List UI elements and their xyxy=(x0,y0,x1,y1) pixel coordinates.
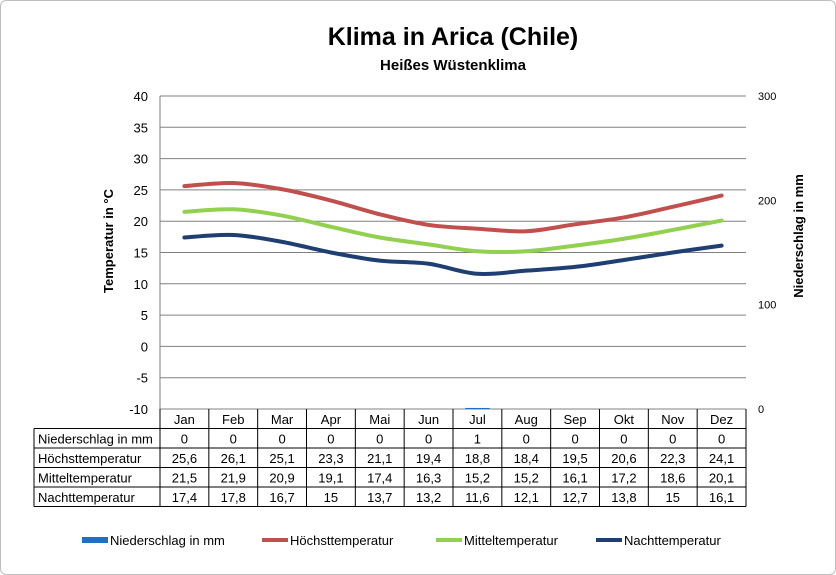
table-cell: 0 xyxy=(620,432,627,447)
table-cell: 15 xyxy=(324,490,338,505)
y-right-tick-label: 0 xyxy=(758,404,764,416)
table-cell: 19,1 xyxy=(318,471,343,486)
y-left-tick-label: 15 xyxy=(134,246,148,261)
table-cell: 17,4 xyxy=(172,490,197,505)
x-tick-label: Okt xyxy=(614,412,635,427)
legend-label: Höchsttemperatur xyxy=(290,533,394,548)
table-row-label: Nachttemperatur xyxy=(38,490,135,505)
table-cell: 23,3 xyxy=(318,451,343,466)
x-tick-label: Aug xyxy=(515,412,538,427)
table-cell: 25,6 xyxy=(172,451,197,466)
table-cell: 13,8 xyxy=(611,490,636,505)
table-cell: 13,2 xyxy=(416,490,441,505)
y-left-tick-label: -5 xyxy=(136,371,148,386)
y-left-tick-label: 0 xyxy=(141,339,148,354)
y-right-tick-label: 300 xyxy=(758,91,776,103)
table-cell: 0 xyxy=(376,432,383,447)
table-cell: 21,5 xyxy=(172,471,197,486)
table-cell: 0 xyxy=(230,432,237,447)
y-axis-left-title: Temperatur in °C xyxy=(101,188,116,293)
table-cell: 0 xyxy=(278,432,285,447)
legend-label: Nachttemperatur xyxy=(624,533,721,548)
legend-label: Niederschlag in mm xyxy=(110,533,225,548)
chart-title: Klima in Arica (Chile) xyxy=(328,23,579,51)
y-left-tick-label: 20 xyxy=(134,214,148,229)
chart-subtitle: Heißes Wüstenklima xyxy=(380,57,527,74)
table-cell: 15,2 xyxy=(514,471,539,486)
x-tick-label: Apr xyxy=(321,412,342,427)
table-cell: 13,7 xyxy=(367,490,392,505)
table-row-label: Höchsttemperatur xyxy=(38,451,142,466)
y-right-tick-label: 200 xyxy=(758,195,776,207)
y-left-tick-label: -10 xyxy=(129,402,148,417)
table-cell: 19,5 xyxy=(562,451,587,466)
table-cell: 16,7 xyxy=(269,490,294,505)
table-cell: 25,1 xyxy=(269,451,294,466)
table-row-label: Mitteltemperatur xyxy=(38,471,133,486)
table-cell: 0 xyxy=(718,432,725,447)
y-left-tick-label: 30 xyxy=(134,152,148,167)
table-cell: 17,2 xyxy=(611,471,636,486)
x-tick-label: Nov xyxy=(661,412,685,427)
precip-bar xyxy=(465,407,490,409)
table-cell: 20,6 xyxy=(611,451,636,466)
table-row-label: Niederschlag in mm xyxy=(38,432,153,447)
y-left-tick-label: 25 xyxy=(134,183,148,198)
x-tick-label: Mar xyxy=(271,412,294,427)
x-tick-label: Sep xyxy=(564,412,587,427)
table-cell: 0 xyxy=(181,432,188,447)
table-cell: 16,1 xyxy=(562,471,587,486)
table-cell: 18,6 xyxy=(660,471,685,486)
table-cell: 15 xyxy=(666,490,680,505)
table-cell: 21,1 xyxy=(367,451,392,466)
table-cell: 24,1 xyxy=(709,451,734,466)
table-cell: 16,3 xyxy=(416,471,441,486)
series-line-mitteltemperatur xyxy=(182,207,724,255)
series-line-nachttemperatur xyxy=(182,232,724,277)
y-axis-right-title: Niederschlag in mm xyxy=(791,174,806,298)
legend-label: Mitteltemperatur xyxy=(464,533,559,548)
table-cell: 21,9 xyxy=(221,471,246,486)
table-cell: 26,1 xyxy=(221,451,246,466)
series-line-h-chsttemperatur xyxy=(182,180,724,234)
table-cell: 20,9 xyxy=(269,471,294,486)
table-cell: 1 xyxy=(474,432,481,447)
table-cell: 0 xyxy=(523,432,530,447)
y-left-tick-label: 10 xyxy=(134,277,148,292)
x-tick-label: Dez xyxy=(710,412,733,427)
table-cell: 22,3 xyxy=(660,451,685,466)
table-cell: 16,1 xyxy=(709,490,734,505)
table-cell: 0 xyxy=(327,432,334,447)
y-left-tick-label: 5 xyxy=(141,308,148,323)
table-cell: 18,8 xyxy=(465,451,490,466)
x-tick-label: Jan xyxy=(174,412,195,427)
table-cell: 12,7 xyxy=(562,490,587,505)
table-cell: 17,4 xyxy=(367,471,392,486)
table-cell: 15,2 xyxy=(465,471,490,486)
x-tick-label: Jul xyxy=(469,412,486,427)
table-cell: 18,4 xyxy=(514,451,539,466)
table-cell: 0 xyxy=(669,432,676,447)
table-cell: 19,4 xyxy=(416,451,441,466)
y-left-tick-label: 40 xyxy=(134,89,148,104)
table-cell: 0 xyxy=(571,432,578,447)
table-cell: 17,8 xyxy=(221,490,246,505)
y-right-tick-label: 100 xyxy=(758,300,776,312)
x-tick-label: Jun xyxy=(418,412,439,427)
table-cell: 0 xyxy=(425,432,432,447)
table-cell: 12,1 xyxy=(514,490,539,505)
table-cell: 11,6 xyxy=(465,490,489,505)
x-tick-label: Mai xyxy=(369,412,390,427)
x-tick-label: Feb xyxy=(222,412,244,427)
y-left-tick-label: 35 xyxy=(134,120,148,135)
table-cell: 20,1 xyxy=(709,471,734,486)
